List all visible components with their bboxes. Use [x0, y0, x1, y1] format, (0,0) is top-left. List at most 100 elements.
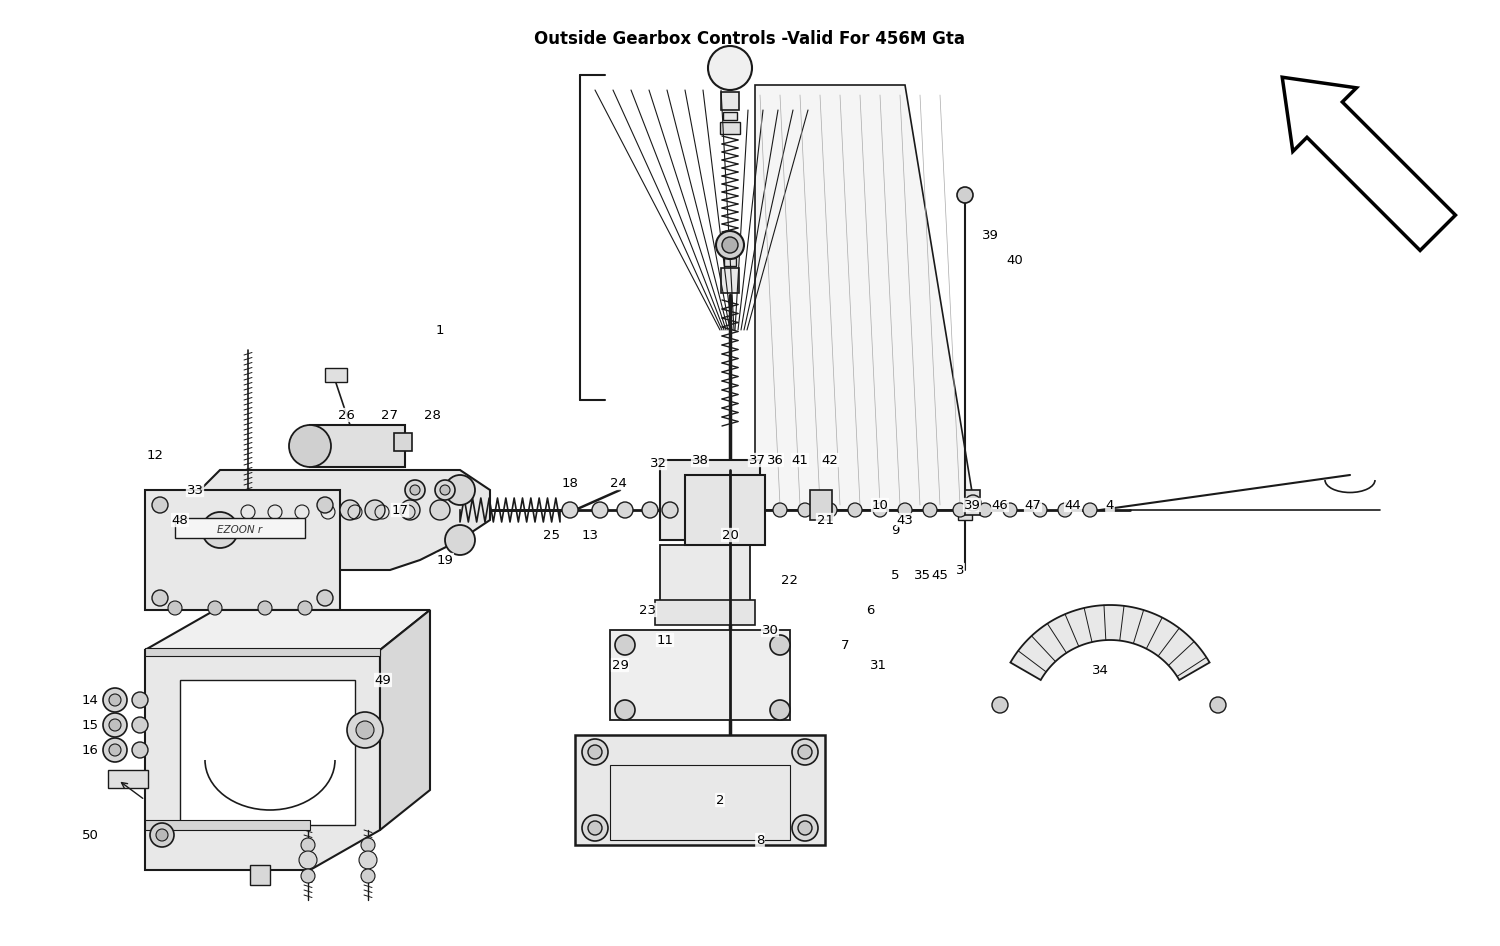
Text: 34: 34: [1092, 663, 1108, 676]
Text: 7: 7: [840, 639, 849, 652]
Text: 23: 23: [639, 604, 657, 617]
Circle shape: [592, 502, 608, 518]
Polygon shape: [1011, 605, 1209, 680]
Text: 35: 35: [914, 569, 930, 582]
Circle shape: [446, 525, 476, 555]
Text: Outside Gearbox Controls -Valid For 456M Gta: Outside Gearbox Controls -Valid For 456M…: [534, 30, 966, 48]
Text: 25: 25: [543, 529, 561, 541]
Text: 32: 32: [650, 457, 666, 469]
Polygon shape: [754, 85, 975, 510]
Bar: [660, 545, 750, 605]
Bar: [176, 518, 304, 538]
Text: 48: 48: [171, 514, 189, 527]
Text: 30: 30: [762, 623, 778, 637]
Bar: [964, 490, 980, 515]
Bar: [326, 368, 346, 382]
Text: 8: 8: [756, 833, 764, 847]
Text: 43: 43: [897, 514, 914, 527]
Text: 50: 50: [81, 829, 99, 842]
Circle shape: [316, 590, 333, 606]
Text: 39: 39: [981, 229, 999, 241]
Circle shape: [582, 815, 608, 841]
Text: 13: 13: [582, 529, 598, 541]
Text: EZOON r: EZOON r: [217, 525, 262, 535]
Text: 37: 37: [748, 453, 765, 466]
Circle shape: [298, 601, 312, 615]
Text: 2: 2: [716, 794, 724, 807]
Circle shape: [662, 502, 678, 518]
Circle shape: [824, 503, 837, 517]
Bar: [723, 112, 736, 120]
Bar: [310, 425, 405, 467]
Text: 10: 10: [871, 499, 888, 512]
Text: 9: 9: [891, 523, 898, 536]
Circle shape: [588, 821, 602, 835]
Circle shape: [957, 187, 974, 203]
Bar: [394, 433, 412, 451]
Text: 33: 33: [186, 483, 204, 497]
Circle shape: [152, 497, 168, 513]
Circle shape: [400, 500, 420, 520]
Circle shape: [356, 721, 374, 739]
Text: 39: 39: [963, 499, 981, 512]
Bar: [574, 735, 825, 845]
Text: 36: 36: [766, 453, 783, 466]
Circle shape: [952, 503, 968, 517]
Circle shape: [364, 500, 386, 520]
Circle shape: [440, 485, 450, 495]
Circle shape: [316, 497, 333, 513]
Circle shape: [110, 744, 122, 756]
Circle shape: [302, 869, 315, 883]
Polygon shape: [380, 610, 430, 830]
Circle shape: [168, 601, 182, 615]
Polygon shape: [146, 610, 430, 650]
Text: 38: 38: [692, 453, 708, 466]
Circle shape: [992, 697, 1008, 713]
Bar: [108, 770, 148, 788]
Circle shape: [562, 502, 578, 518]
Circle shape: [798, 745, 812, 759]
Circle shape: [770, 635, 790, 655]
Text: 11: 11: [657, 634, 674, 646]
Text: 24: 24: [609, 477, 627, 489]
Circle shape: [435, 480, 454, 500]
Circle shape: [110, 719, 122, 731]
Circle shape: [615, 635, 634, 655]
Circle shape: [132, 742, 148, 758]
Circle shape: [582, 739, 608, 765]
Circle shape: [132, 717, 148, 733]
Circle shape: [290, 425, 332, 467]
Text: 22: 22: [782, 573, 798, 587]
Circle shape: [1034, 503, 1047, 517]
Circle shape: [1058, 503, 1072, 517]
Text: 12: 12: [147, 448, 164, 462]
Polygon shape: [146, 650, 380, 870]
Circle shape: [792, 815, 818, 841]
Circle shape: [104, 688, 128, 712]
Bar: [146, 820, 310, 830]
Circle shape: [362, 838, 375, 852]
Circle shape: [298, 851, 316, 869]
Text: 14: 14: [81, 693, 99, 707]
Circle shape: [770, 700, 790, 720]
Text: 46: 46: [992, 499, 1008, 512]
Text: 44: 44: [1065, 499, 1082, 512]
Text: 26: 26: [338, 409, 354, 422]
Circle shape: [898, 503, 912, 517]
Text: 16: 16: [81, 744, 99, 757]
Text: 28: 28: [423, 409, 441, 422]
Circle shape: [302, 838, 315, 852]
Circle shape: [922, 503, 938, 517]
Text: 1: 1: [435, 324, 444, 337]
Bar: [722, 268, 740, 293]
Circle shape: [964, 495, 981, 511]
Bar: [686, 475, 765, 545]
Bar: [810, 490, 832, 520]
Circle shape: [708, 46, 752, 90]
Circle shape: [772, 503, 788, 517]
Text: 3: 3: [956, 564, 964, 576]
Circle shape: [1210, 697, 1225, 713]
Bar: [724, 258, 736, 266]
Circle shape: [209, 601, 222, 615]
Circle shape: [156, 829, 168, 841]
